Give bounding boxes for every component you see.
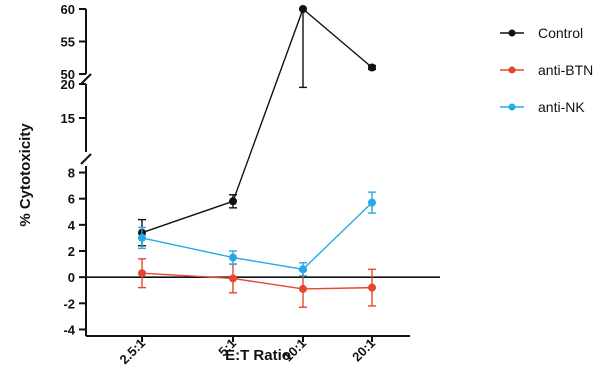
series-2 [138,191,376,277]
data-point [229,197,237,206]
y-tick-label: 4 [68,218,76,233]
legend-item: anti-NK [500,99,585,115]
series-0 [138,5,376,247]
legend-item: Control [500,25,583,41]
legend-marker [508,66,516,74]
y-tick-label: 20 [61,77,75,92]
series-line-segment [302,202,373,270]
y-tick-label: 60 [61,2,75,17]
x-axis-title: E:T Ratio [225,347,291,364]
series-line-segment [302,8,373,69]
data-point [138,233,146,242]
y-tick-label: 8 [68,166,75,181]
data-point [368,283,376,292]
series-line-segment [141,200,234,234]
y-tick-label: -4 [63,322,75,337]
x-tick-label: 20:1 [349,336,378,365]
y-tick-label: 50 [61,67,75,82]
axis-break-mark-1 [80,73,92,85]
x-tick-label: 2.5:1 [117,336,149,367]
y-tick-label: 55 [61,35,75,50]
y-tick-label: -2 [63,296,75,311]
axis-break-mark-0 [80,153,92,165]
y-tick-label: 2 [68,244,75,259]
data-point [299,265,307,274]
y-tick-label: 15 [61,111,75,126]
series-line-segment [232,8,304,202]
series-1 [138,258,376,308]
data-point [368,198,376,207]
legend-label: anti-BTN [538,62,593,78]
y-tick-label: 0 [68,270,75,285]
y-tick-label: 6 [68,192,75,207]
legend-marker [508,103,516,111]
data-point [299,284,307,293]
legend-marker [508,29,516,37]
legend-label: Control [538,25,583,41]
series-line-segment [232,256,304,270]
series-line-segment [141,237,234,259]
series-line-segment [302,286,373,290]
legend: Control anti-BTN anti-NK [500,25,593,115]
data-point [299,5,307,13]
series-line-segment [141,272,234,280]
data-point [229,274,237,283]
series-line-segment [232,277,304,290]
y-axis-title: % Cytotoxicity [17,123,34,227]
data-point [138,269,146,278]
data-point [229,253,237,262]
legend-item: anti-BTN [500,62,593,78]
legend-label: anti-NK [538,99,585,115]
data-point [368,63,376,72]
series-layer [138,5,376,308]
